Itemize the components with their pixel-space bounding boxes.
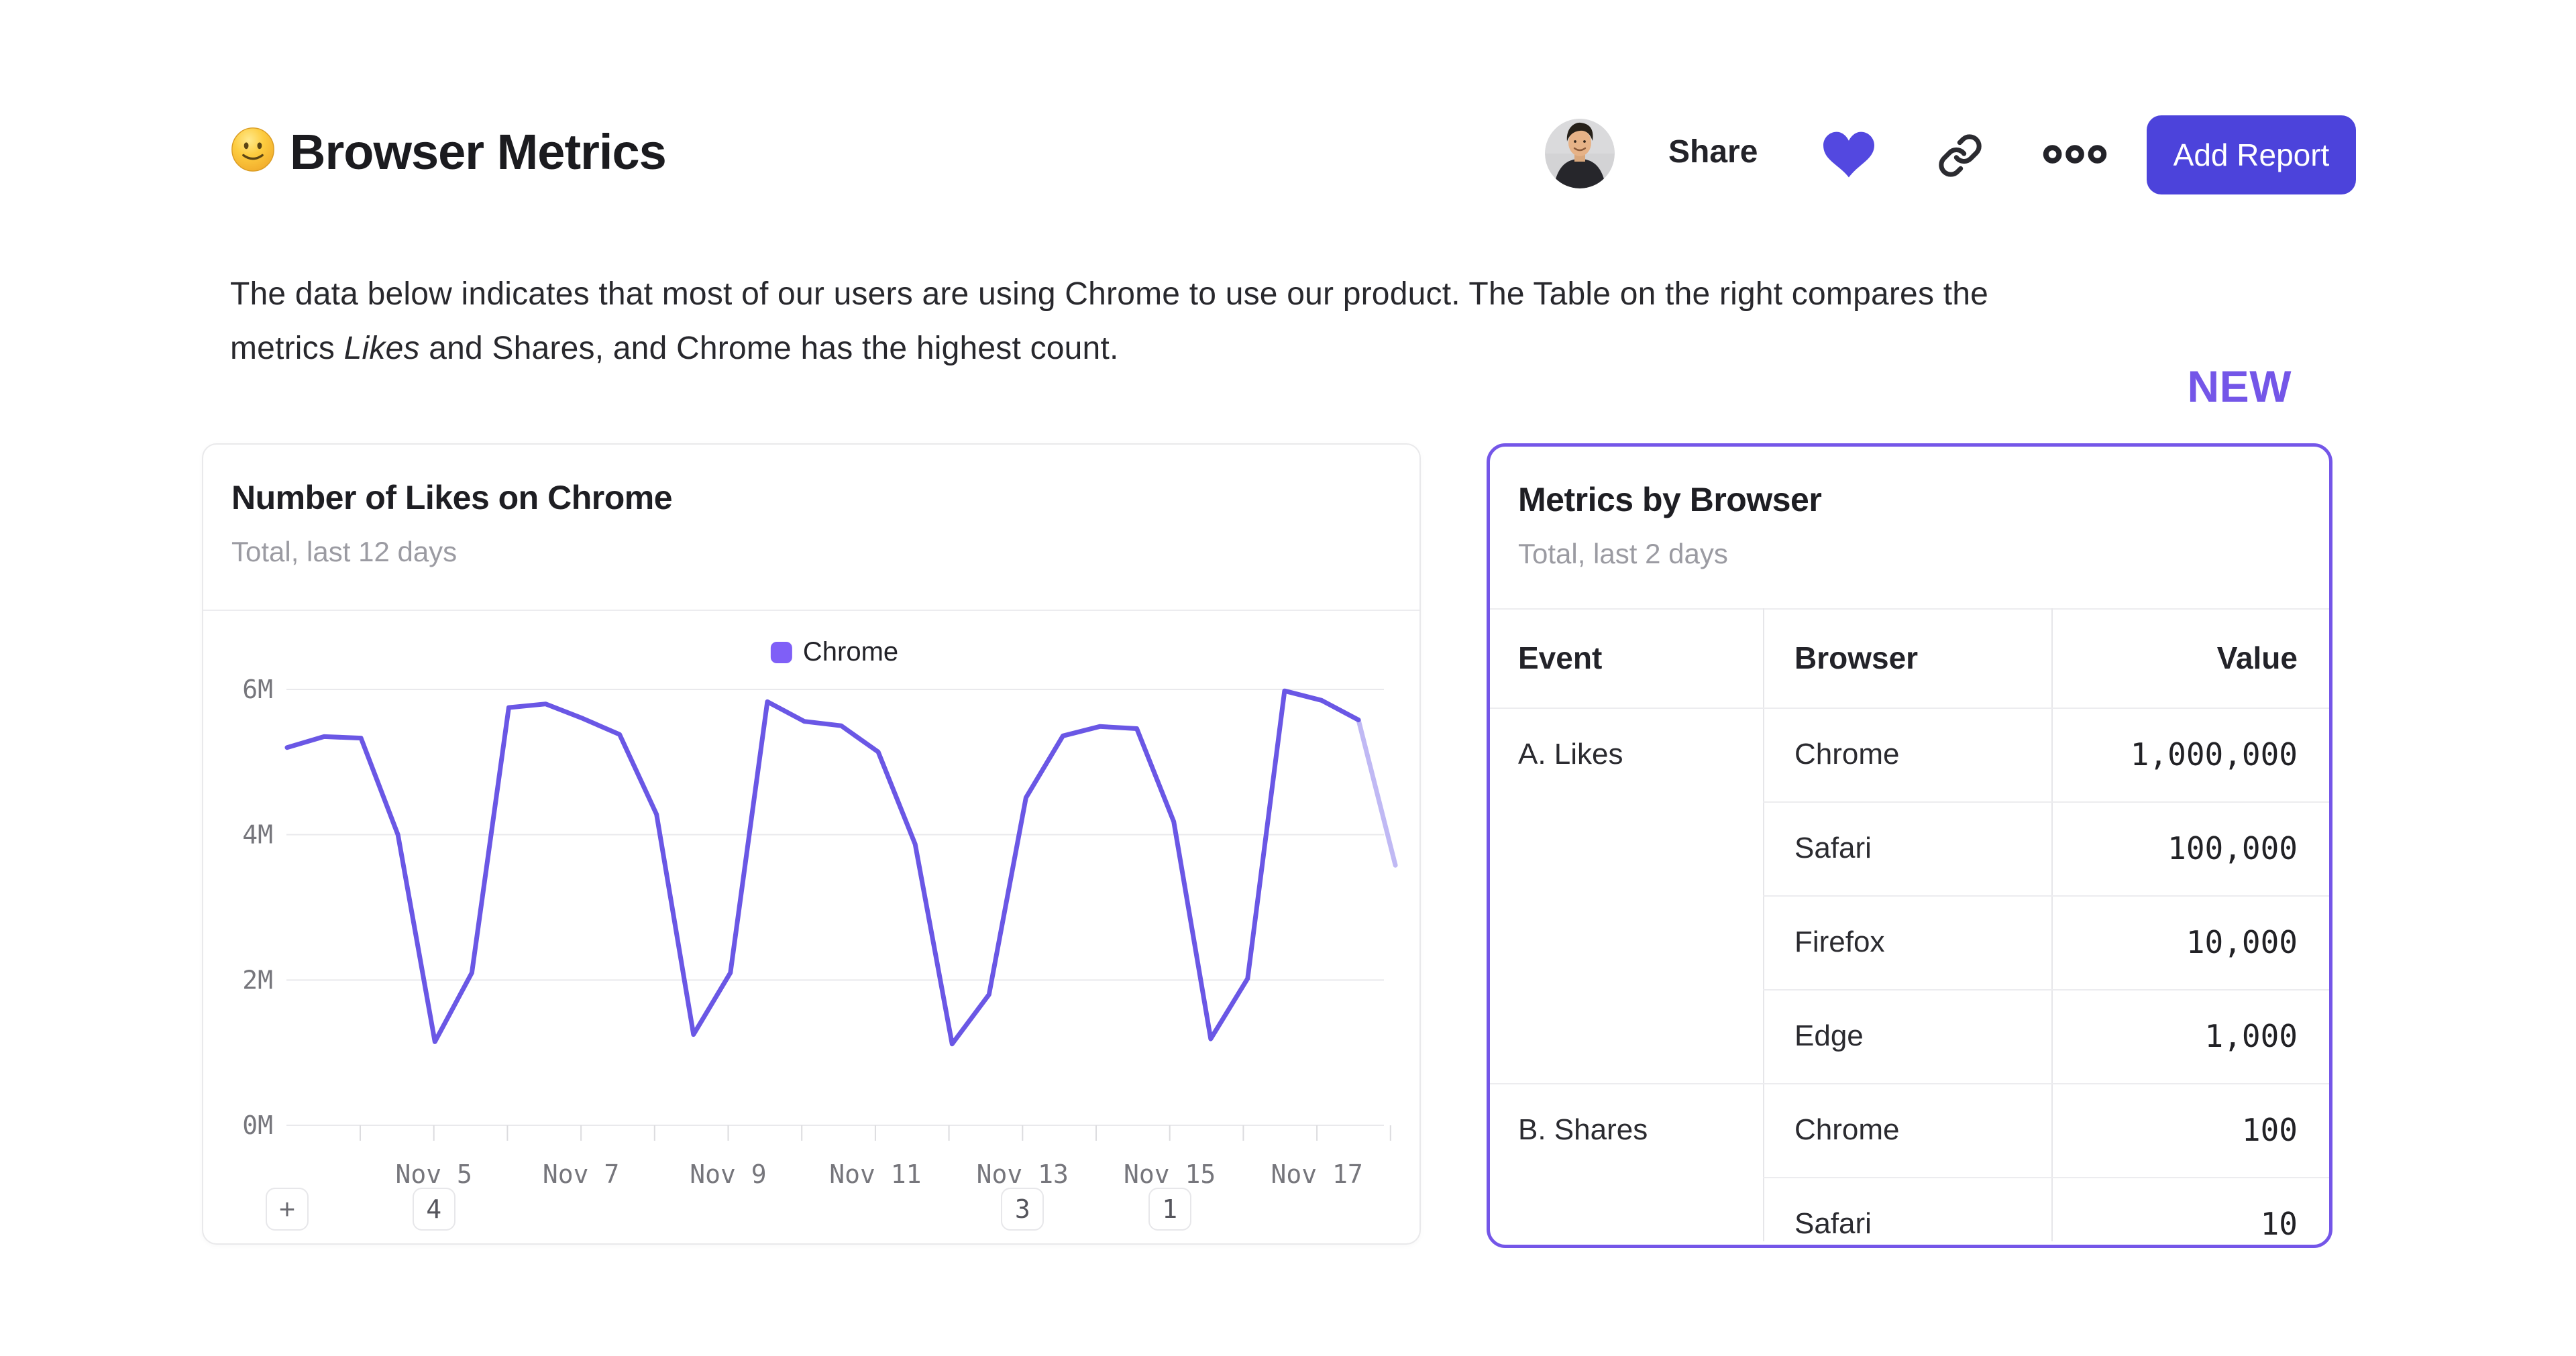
browser-cell: Chrome <box>1794 738 1900 771</box>
x-axis-label: Nov 13 <box>977 1160 1069 1189</box>
user-avatar[interactable] <box>1545 119 1615 188</box>
value-cell: 10,000 <box>2186 924 2298 960</box>
event-cell: B. Shares <box>1518 1113 1648 1146</box>
value-cell: 1,000 <box>2204 1018 2298 1054</box>
likes-card-subtitle: Total, last 12 days <box>231 536 458 567</box>
column-header-browser: Browser <box>1794 640 1919 675</box>
metrics-card-title: Metrics by Browser <box>1518 481 1822 518</box>
browser-cell: Chrome <box>1794 1113 1900 1146</box>
description-text: The data below indicates that most of ou… <box>230 267 2377 376</box>
row-separator <box>1763 989 2329 991</box>
link-icon <box>1939 134 1982 177</box>
favorite-button[interactable] <box>1823 131 1874 178</box>
browser-cell: Safari <box>1794 832 1872 864</box>
description-likes-italic: Likes <box>343 331 420 366</box>
card-divider <box>203 610 1419 611</box>
row-separator <box>1763 1177 2329 1178</box>
browser-cell: Firefox <box>1794 925 1885 958</box>
likes-card-title: Number of Likes on Chrome <box>231 479 673 516</box>
browser-cell: Edge <box>1794 1019 1864 1052</box>
smiley-emoji-icon <box>231 127 274 172</box>
card-divider <box>1490 608 2329 610</box>
value-cell: 100 <box>2241 1112 2298 1148</box>
heart-icon <box>1823 131 1874 178</box>
more-options-button[interactable] <box>2042 144 2108 166</box>
y-axis-label: 6M <box>242 675 273 704</box>
legend-label: Chrome <box>802 637 899 667</box>
chrome-series-line-incomplete <box>1356 718 1398 868</box>
row-separator <box>1763 895 2329 897</box>
value-cell: 100,000 <box>2167 830 2298 866</box>
annotation-chip-1[interactable]: 1 <box>1148 1188 1191 1231</box>
add-annotation-button[interactable]: + <box>266 1188 309 1231</box>
annotation-chip-3[interactable]: 3 <box>1001 1188 1044 1231</box>
event-cell: A. Likes <box>1518 738 1623 771</box>
new-badge: NEW <box>2187 361 2292 411</box>
x-axis-label: Nov 11 <box>829 1160 921 1189</box>
y-axis-label: 2M <box>242 965 273 995</box>
column-divider <box>2051 608 2053 1241</box>
description-line2-pre: metrics <box>230 331 344 366</box>
legend-swatch-icon <box>770 641 792 663</box>
metrics-table-card: Metrics by Browser Total, last 2 days Ev… <box>1487 443 2332 1248</box>
group-separator <box>1490 708 2329 709</box>
avatar-photo <box>1545 119 1615 188</box>
y-axis-label: 0M <box>242 1111 273 1140</box>
add-report-button[interactable]: Add Report <box>2147 115 2356 194</box>
y-axis-label: 4M <box>242 820 273 850</box>
row-separator <box>1763 801 2329 803</box>
x-axis-label: Nov 7 <box>543 1160 619 1189</box>
x-axis-label: Nov 5 <box>396 1160 472 1189</box>
likes-line-chart[interactable]: 6M 4M 2M 0M Nov 5 Nov 7 Nov 9 Nov 11 Nov 13 Nov 1… <box>203 445 1419 1243</box>
group-separator <box>1490 1083 2329 1084</box>
chrome-series-line <box>284 688 1361 1047</box>
column-header-value: Value <box>2216 640 2298 675</box>
x-axis-label: Nov 9 <box>690 1160 766 1189</box>
page-title: Browser Metrics <box>290 124 667 180</box>
description-line2-post: and Shares, and Chrome has the highest c… <box>419 331 1119 366</box>
annotation-chip-4[interactable]: 4 <box>412 1188 455 1231</box>
description-line1: The data below indicates that most of ou… <box>230 276 1989 312</box>
likes-chart-card: Number of Likes on Chrome Total, last 12… <box>202 443 1421 1245</box>
column-header-event: Event <box>1518 640 1603 675</box>
metrics-card-subtitle: Total, last 2 days <box>1518 538 1728 569</box>
copy-link-button[interactable] <box>1937 133 1983 178</box>
chart-legend[interactable]: Chrome <box>770 637 899 667</box>
x-axis-label: Nov 17 <box>1271 1160 1362 1189</box>
x-axis-label: Nov 15 <box>1124 1160 1216 1189</box>
ellipsis-icon <box>2043 145 2107 164</box>
browser-cell: Safari <box>1794 1207 1872 1240</box>
value-cell: 10 <box>2260 1206 2298 1242</box>
share-button[interactable]: Share <box>1668 134 1758 170</box>
column-divider <box>1763 608 1764 1241</box>
value-cell: 1,000,000 <box>2130 736 2298 773</box>
